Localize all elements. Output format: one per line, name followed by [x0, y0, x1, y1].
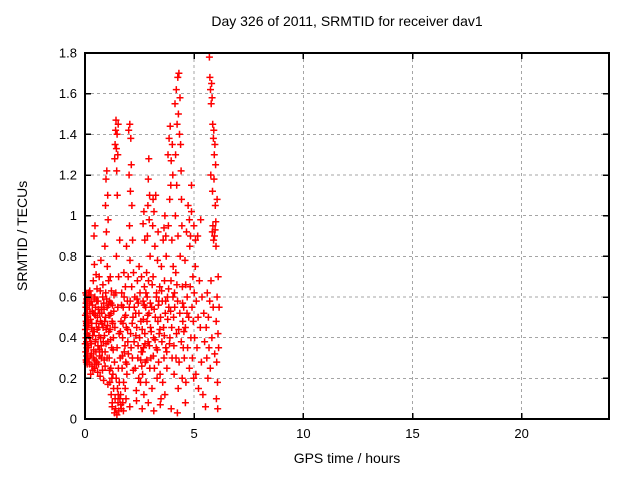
y-tick-label: 1 [70, 208, 77, 223]
y-tick-label: 0 [70, 412, 77, 427]
x-tick-label: 15 [405, 426, 419, 441]
x-tick-label: 20 [514, 426, 528, 441]
x-tick-label: 10 [296, 426, 310, 441]
chart-title: Day 326 of 2011, SRMTID for receiver dav… [211, 13, 483, 29]
y-tick-label: 1.2 [59, 168, 77, 183]
x-tick-label: 0 [81, 426, 88, 441]
scatter-points [81, 53, 223, 419]
x-tick-label: 5 [191, 426, 198, 441]
plot-border [84, 52, 610, 420]
y-tick-label: 1.6 [59, 86, 77, 101]
y-tick-label: 0.4 [59, 330, 77, 345]
x-axis-title: GPS time / hours [293, 450, 401, 466]
y-tick-label: 0.8 [59, 249, 77, 264]
y-tick-label: 1.8 [59, 46, 77, 61]
y-tick-label: 1.4 [59, 127, 77, 142]
y-tick-label: 0.2 [59, 371, 77, 386]
y-tick-label: 0.6 [59, 290, 77, 305]
